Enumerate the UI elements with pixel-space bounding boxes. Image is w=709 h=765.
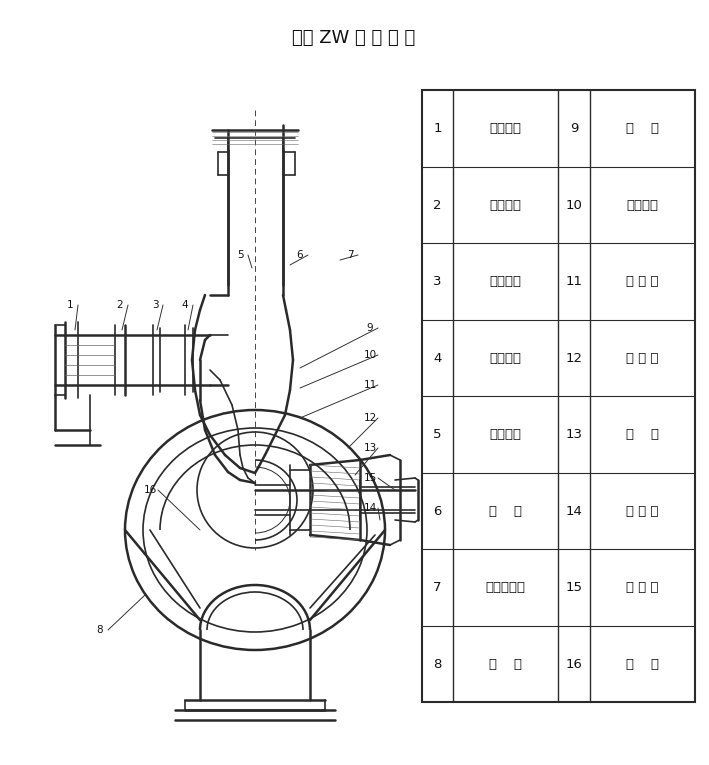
Text: 泵    体: 泵 体 [489,505,523,517]
Text: 4: 4 [182,300,189,310]
Text: 加水阀门: 加水阀门 [490,352,522,364]
Text: 11: 11 [566,275,583,288]
Text: 7: 7 [433,581,442,594]
Text: 15: 15 [364,473,376,483]
Text: 1: 1 [67,300,73,310]
Text: 14: 14 [566,505,583,517]
Text: 14: 14 [364,503,376,513]
Text: 出口接管: 出口接管 [490,428,522,441]
Text: 16: 16 [143,485,157,495]
Text: 螺    栓: 螺 栓 [626,658,659,670]
Text: 15: 15 [566,581,583,594]
Text: 底 盖 板: 底 盖 板 [626,581,659,594]
Text: 13: 13 [566,428,583,441]
Text: 5: 5 [433,428,442,441]
Text: 10: 10 [566,199,583,211]
Text: 泵业 ZW 型 结 构 图: 泵业 ZW 型 结 构 图 [292,29,415,47]
Text: 10: 10 [364,350,376,360]
Text: 2: 2 [433,199,442,211]
Text: 气液分离管: 气液分离管 [486,581,526,594]
Text: 6: 6 [296,250,303,260]
Text: 12: 12 [364,413,376,423]
Text: 4: 4 [433,352,442,364]
Text: 3: 3 [433,275,442,288]
FancyBboxPatch shape [422,90,695,702]
Text: 13: 13 [364,443,376,453]
Text: 8: 8 [433,658,442,670]
Text: 轴 承 盖: 轴 承 盖 [626,505,659,517]
Text: 泵    轴: 泵 轴 [626,428,659,441]
Text: 5: 5 [237,250,243,260]
Text: 挡 水 圈: 挡 水 圈 [626,275,659,288]
Text: 8: 8 [96,625,104,635]
Text: 1: 1 [433,122,442,135]
Text: 3: 3 [152,300,158,310]
Bar [25,95,410,745]
Text: 后    盖: 后 盖 [489,658,523,670]
Text: 16: 16 [566,658,583,670]
Text: 9: 9 [570,122,579,135]
Text: 9: 9 [367,323,374,333]
Text: 进口接管: 进口接管 [490,122,522,135]
Text: 11: 11 [364,380,376,390]
Text: 叶    轮: 叶 轮 [626,122,659,135]
Text: 轴 承 座: 轴 承 座 [626,352,659,364]
Text: 机械密封: 机械密封 [626,199,658,211]
Text: 进口底座: 进口底座 [490,275,522,288]
Text: 2: 2 [117,300,123,310]
Text: 6: 6 [433,505,442,517]
Text: 12: 12 [566,352,583,364]
Text: 7: 7 [347,250,353,260]
Text: 进口法兰: 进口法兰 [490,199,522,211]
